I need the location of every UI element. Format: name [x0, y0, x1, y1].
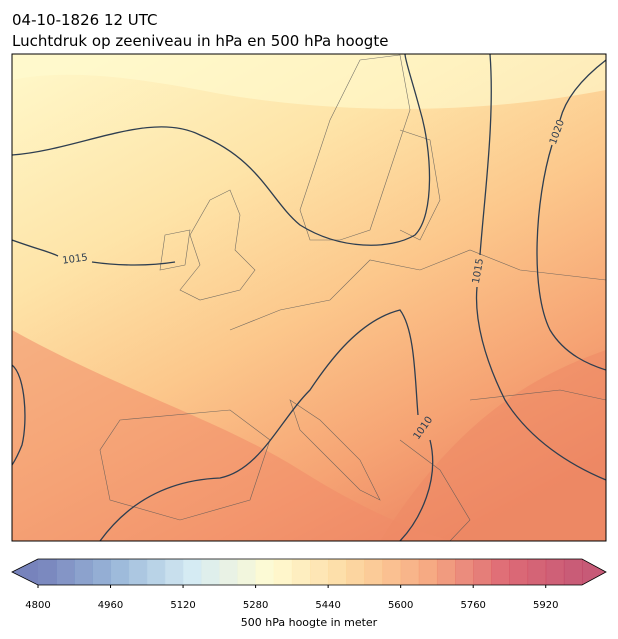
colorbar-tick-label: 5120	[170, 600, 195, 611]
colorbar-extend-low	[12, 559, 38, 585]
colorbar-bin	[273, 559, 293, 585]
colorbar-bin	[491, 559, 510, 585]
colorbar-bin	[473, 559, 492, 585]
height-band	[12, 54, 606, 109]
colorbar-tick-label: 4800	[25, 600, 50, 611]
height-band	[12, 330, 460, 541]
colorbar-tick-label: 5920	[533, 600, 558, 611]
colorbar-bin	[418, 559, 438, 585]
isobar	[12, 54, 431, 246]
colorbar-bin	[400, 559, 420, 585]
colorbar-bin	[291, 559, 311, 585]
isobar-label: 1015	[471, 258, 486, 285]
isobar	[99, 309, 434, 541]
colorbar-bin	[255, 559, 275, 585]
isobar	[536, 59, 606, 371]
colorbar-tick-label: 4960	[98, 600, 123, 611]
colorbar-bin	[382, 559, 402, 585]
colorbar-bin	[164, 559, 184, 585]
colorbar-tick-label: 5600	[388, 600, 413, 611]
colorbar-bin	[56, 559, 75, 585]
colorbar-bin	[545, 559, 565, 585]
colorbar-bin	[110, 559, 130, 585]
colorbar-bin	[455, 559, 474, 585]
colorbar-bin	[237, 559, 257, 585]
colorbar-extend-high	[582, 559, 606, 585]
colorbar-tick-label: 5280	[243, 600, 268, 611]
title: 04-10-1826 12 UTC	[12, 11, 158, 29]
isobar-label: 1015	[62, 252, 89, 266]
colorbar-bin	[563, 559, 583, 585]
colorbar-bin	[38, 559, 57, 585]
colorbar-bin	[74, 559, 93, 585]
colorbar-tick-label: 5440	[315, 600, 340, 611]
isobar	[12, 364, 26, 466]
colorbar-bin	[509, 559, 529, 585]
colorbar-bin	[183, 559, 202, 585]
colorbar: 4800 4960 5120 5280 5440 5600 5760 5920 500 hPa …	[11, 558, 607, 629]
subtitle: Luchtdruk op zeeniveau in hPa en 500 hPa…	[12, 32, 388, 50]
height-band	[380, 350, 606, 541]
map	[12, 54, 606, 541]
colorbar-bin	[346, 559, 365, 585]
isobar	[475, 54, 606, 481]
colorbar-bin	[527, 559, 547, 585]
colorbar-bin	[310, 559, 329, 585]
colorbar-bin	[364, 559, 384, 585]
colorbar-bin	[436, 559, 456, 585]
colorbar-bin	[328, 559, 347, 585]
map-frame	[11, 53, 607, 542]
isobars	[12, 54, 606, 541]
colorbar-label: 500 hPa hoogte in meter	[241, 616, 378, 629]
colorbar-bin	[128, 559, 148, 585]
colorbar-tick-label: 5760	[460, 600, 485, 611]
colorbar-outline	[11, 558, 607, 586]
colorbar-bin	[219, 559, 238, 585]
colorbar-bin	[201, 559, 220, 585]
colorbar-bin	[146, 559, 166, 585]
colorbar-bin	[92, 559, 112, 585]
isobar	[12, 239, 176, 266]
